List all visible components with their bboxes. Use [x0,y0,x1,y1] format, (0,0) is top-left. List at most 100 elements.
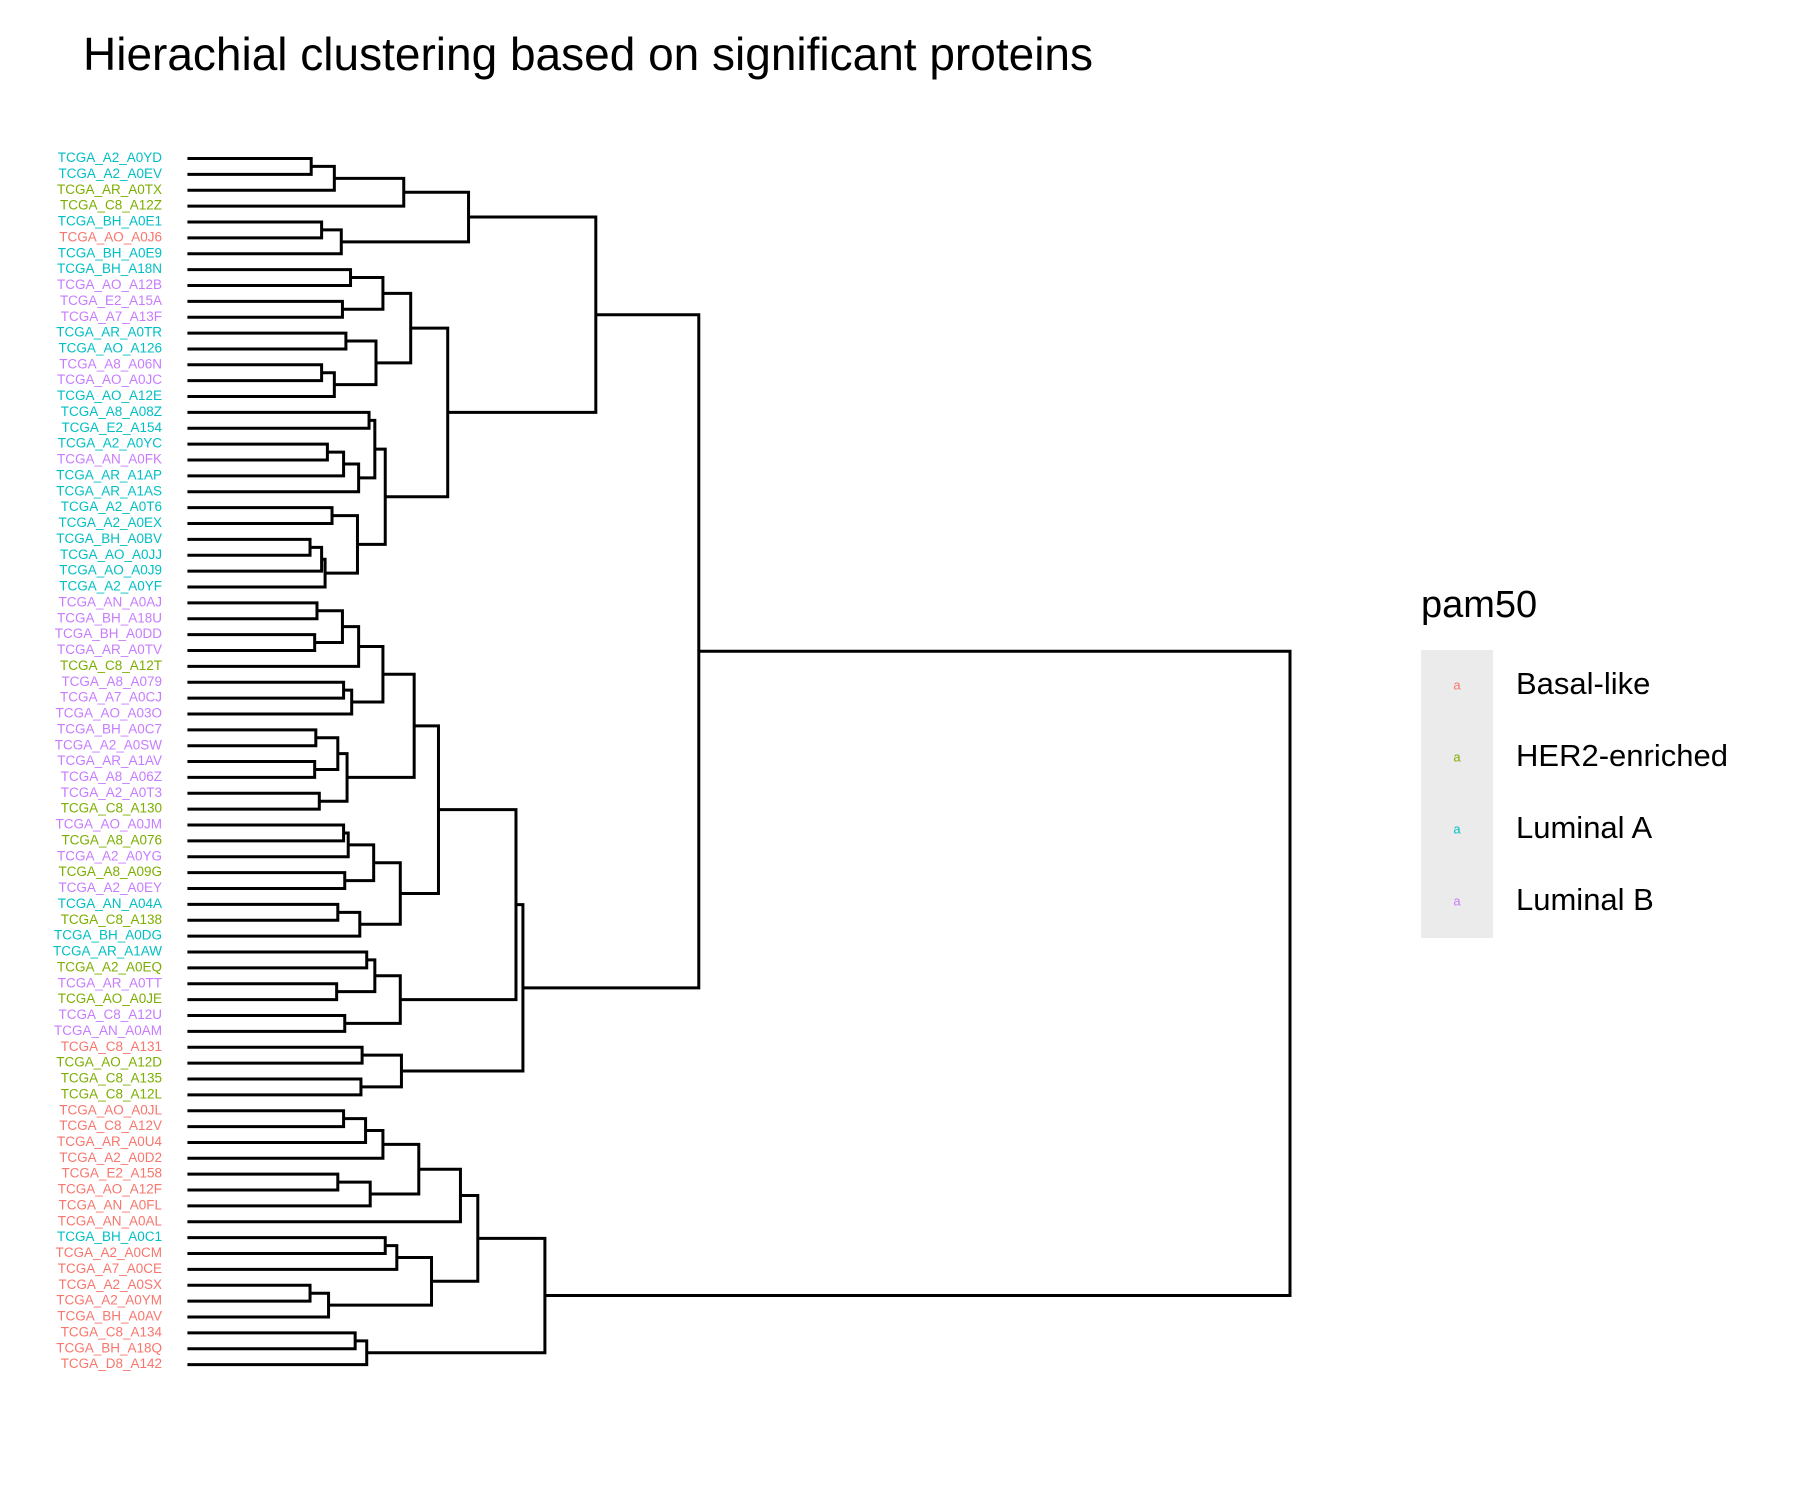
link [187,228,343,256]
leaf-label: TCGA_C8_A131 [61,1039,162,1054]
link [370,1142,421,1196]
link [187,982,339,1002]
link [187,680,346,700]
link [187,557,327,589]
leaf-label: TCGA_BH_A0DG [54,928,162,943]
link [187,823,346,843]
leaf-label: TCGA_AO_A0J6 [59,229,162,244]
link [400,724,440,895]
link [357,447,387,546]
leaf-label: TCGA_AO_A0JC [57,372,162,387]
leaf-label: TCGA_A2_A0YG [57,848,162,863]
legend-title: pam50 [1421,584,1537,626]
link [366,1236,547,1355]
leaf-label: TCGA_C8_A12U [58,1007,162,1022]
legend-key-glyph: a [1453,893,1461,908]
leaf-label: TCGA_AR_A1AS [56,483,162,498]
link [187,1013,347,1033]
link [187,688,354,716]
link [385,326,450,499]
legend-key-glyph: a [1453,677,1461,692]
leaf-label: TCGA_A2_A0T3 [61,785,162,800]
legend-label: HER2-enriched [1516,738,1728,773]
link [187,1172,340,1192]
link [187,791,321,811]
link [187,506,334,526]
leaf-label: TCGA_A2_A0CM [55,1245,162,1260]
leaf-label: TCGA_AO_A12F [58,1182,162,1197]
leaf-label: TCGA_AN_A0AJ [58,594,162,609]
link [347,672,416,779]
link [360,1053,403,1089]
link [187,268,353,287]
leaf-label: TCGA_AO_A0J9 [59,563,162,578]
leaf-label: TCGA_A8_A08Z [61,404,162,419]
leaf-label: TCGA_AR_A0TX [57,182,162,197]
link [187,1077,363,1097]
link [336,958,377,994]
link [187,1339,369,1367]
link [344,974,402,1025]
link [187,950,369,970]
link [187,176,406,208]
link [187,601,319,621]
leaf-label: TCGA_BH_A18N [57,261,162,276]
link [187,442,329,462]
leaf-label: TCGA_A2_A0T6 [61,499,162,514]
leaf-label: TCGA_C8_A135 [61,1071,162,1086]
link [187,831,350,859]
leaf-label: TCGA_A2_A0EX [58,515,162,530]
link [187,410,371,430]
leaf-label: TCGA_AO_A0JM [55,817,162,832]
link [187,537,312,557]
leaf-label: TCGA_AN_A0AL [58,1213,163,1228]
leaf-label: TCGA_C8_A134 [61,1324,163,1339]
leaf-label: TCGA_A8_A076 [61,832,162,847]
leaf-label: TCGA_C8_A138 [61,912,162,927]
leaf-label: TCGA_BH_A0E1 [58,214,162,229]
link [328,1256,434,1307]
leaf-label: TCGA_E2_A158 [61,1166,162,1181]
leaf-label: TCGA_A8_A06Z [61,769,162,784]
link [187,910,362,938]
link [319,752,349,803]
link [187,450,346,478]
link [351,645,385,704]
leaf-label: TCGA_AR_A1AP [56,467,162,482]
link [187,1045,364,1065]
leaf-label: TCGA_BH_A0C7 [57,721,162,736]
leaf-label: TCGA_A2_A0EQ [57,959,162,974]
dendrogram [187,157,1292,1367]
link [400,808,518,1002]
link [187,902,340,922]
leaf-label: TCGA_C8_A12L [61,1086,163,1101]
leaf-label: TCGA_AN_A0AM [54,1023,162,1038]
leaf-label: TCGA_BH_A18Q [56,1340,162,1355]
leaf-label: TCGA_AN_A0FK [57,452,162,467]
leaf-label: TCGA_A2_A0YF [59,579,162,594]
leaf-label: TCGA_E2_A154 [61,420,162,435]
leaf-label: TCGA_A2_A0YD [58,150,163,165]
link [187,331,348,351]
link [187,220,324,240]
link [314,609,344,645]
legend-key-glyph: a [1453,821,1461,836]
legend-label: Luminal B [1516,882,1654,917]
link [187,1283,312,1303]
link [187,363,324,383]
link [187,1117,368,1144]
link [359,861,402,926]
link [187,164,336,192]
leaf-label: TCGA_A2_A0D2 [59,1150,162,1165]
leaf-label: TCGA_A2_A0YC [58,436,163,451]
link [187,1129,385,1160]
legend-key [1421,722,1493,794]
leaf-label: TCGA_C8_A12T [60,658,162,673]
chart-title: Hierachial clustering based on significa… [83,28,1093,80]
leaf-label: TCGA_AO_A03O [55,706,162,721]
leaf-label: TCGA_A2_A0EV [58,166,162,181]
link [187,299,344,319]
